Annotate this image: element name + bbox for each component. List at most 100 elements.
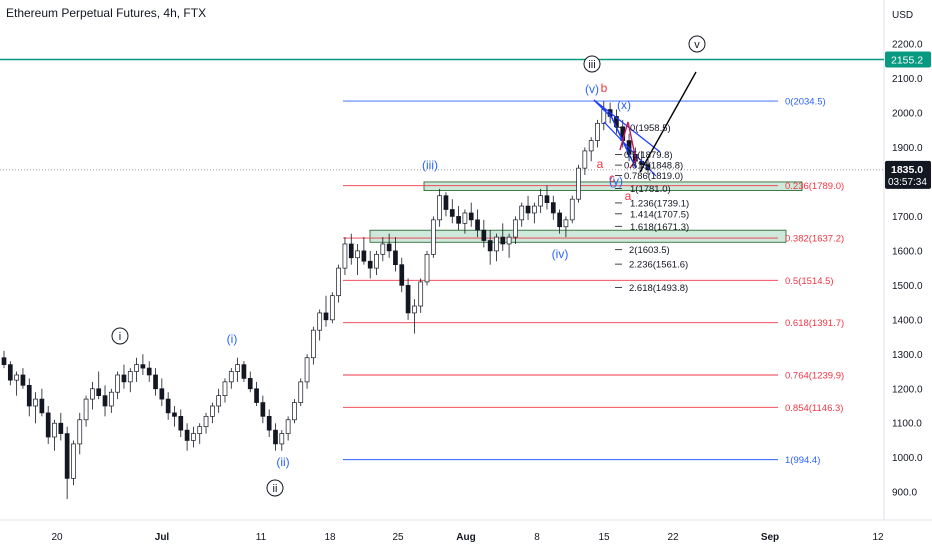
resistance-price-badge (885, 51, 931, 68)
resistance-price-text: 2155.2 (891, 55, 923, 67)
candle-body (203, 415, 209, 428)
wave-label-circled: iii (588, 59, 595, 71)
time-tick-label: Jul (155, 532, 170, 543)
candle-body (342, 243, 348, 269)
fib-level-label: 0.764(1239.9) (785, 371, 844, 382)
fib-level-label: 0.854(1146.3) (785, 403, 843, 414)
wave-label-circled: ii (273, 483, 278, 495)
wave-label-red: b (601, 81, 608, 95)
time-tick-label: 12 (872, 532, 884, 543)
fib-ext-label: 1.414(1707.5) (630, 209, 689, 220)
price-tick-label: 2200.0 (892, 40, 923, 51)
candle-body (487, 240, 493, 252)
fib-level-label: 1(994.4) (785, 455, 820, 466)
candle-body (210, 405, 215, 417)
candle-body (172, 412, 177, 417)
candle-body (14, 374, 19, 381)
candle-body (298, 381, 304, 403)
candle-body (475, 219, 480, 231)
fib-ext-label: 1.236(1739.1) (630, 198, 689, 209)
candle-body (304, 357, 310, 383)
wave-circle (688, 35, 706, 53)
candle-body (336, 267, 341, 297)
chart-title: Ethereum Perpetual Futures, 4h, FTX (6, 6, 207, 20)
price-axis-unit: USD (892, 10, 913, 21)
support-zone (423, 181, 803, 191)
candle-body (355, 250, 360, 259)
wave-label-blue: (i) (227, 332, 238, 346)
candle-body (26, 384, 32, 407)
candle-body (317, 312, 323, 331)
candle-body (96, 388, 102, 397)
candle-body (424, 253, 430, 283)
time-tick-label: 8 (534, 532, 540, 543)
candle-body (134, 364, 139, 372)
fib-ext-label: 1(1781.0) (630, 184, 671, 195)
candle-body (449, 209, 455, 217)
candle-body (386, 243, 392, 252)
candle-body (588, 140, 594, 152)
candle-body (374, 253, 379, 269)
candle-body (563, 219, 569, 228)
candle-body (235, 364, 240, 372)
fib-ext-label: 0.786(1819.0) (624, 171, 683, 182)
candle-body (582, 150, 588, 169)
time-tick-label: 18 (324, 532, 336, 543)
candle-body (468, 212, 474, 221)
last-price-badge (885, 160, 931, 189)
candle-body (399, 264, 405, 286)
price-tick-label: 1300.0 (892, 350, 923, 361)
time-axis[interactable]: 20 Jul 11 18 25 Aug 8 15 22 Sep 12 (51, 532, 884, 543)
fib-ext-label: 0.5(1879.8) (624, 150, 673, 161)
candle-body (159, 388, 165, 400)
fib-level-label: 0(2034.5) (785, 97, 826, 108)
price-tick-label: 1400.0 (892, 315, 923, 326)
fib-ext-label: 2.618(1493.8) (629, 283, 688, 294)
candle-body (367, 260, 373, 269)
price-tick-label: 1700.0 (892, 212, 923, 223)
candle-body (418, 281, 424, 307)
wave-label-red: c (609, 171, 615, 185)
candle-body (348, 243, 354, 259)
candle-body (576, 167, 581, 200)
candle-body (412, 305, 417, 314)
wave-label-blue: (y) (609, 174, 623, 188)
fib-level-label: 0.5(1514.5) (785, 276, 834, 287)
candle-body (33, 398, 38, 407)
candle-body (500, 236, 506, 245)
candle-body (247, 378, 253, 390)
fib-ext-label: 0.618(1848.8) (624, 161, 683, 172)
wave-label-blue: (iii) (422, 158, 438, 172)
candle-body (71, 443, 76, 479)
projection-line (639, 71, 697, 173)
fib-level-label: 0.618(1391.7) (785, 318, 844, 329)
price-axis[interactable]: USD 2200.02100.02000.01900.01800.01700.0… (892, 10, 923, 499)
candle-body (45, 412, 51, 438)
candle-body (127, 371, 133, 383)
wave-circle (266, 479, 284, 497)
wave-circle (111, 327, 129, 345)
candle-body (538, 195, 544, 207)
fib-level-label: 0.382(1637.2) (785, 234, 844, 245)
support-zone (369, 229, 787, 243)
time-tick-label: Aug (456, 532, 475, 543)
candle-body (254, 388, 259, 403)
price-tick-label: 1500.0 (892, 281, 923, 292)
wave-path (593, 99, 637, 169)
time-tick-label: 22 (667, 532, 679, 543)
wave-label-red: a (597, 157, 604, 171)
candle-body (569, 198, 575, 221)
candle-body (557, 212, 562, 228)
wave-circle (583, 55, 601, 73)
candle-body (20, 374, 26, 386)
candle-body (108, 391, 114, 407)
candle-body (285, 419, 291, 434)
candle-body (146, 367, 152, 376)
candle-body (39, 398, 45, 414)
candle-body (77, 419, 83, 445)
fib-ext-label: 1.618(1671.3) (630, 222, 689, 233)
last-price-text: 1835.0 (891, 164, 923, 176)
time-tick-label: 11 (256, 532, 267, 543)
